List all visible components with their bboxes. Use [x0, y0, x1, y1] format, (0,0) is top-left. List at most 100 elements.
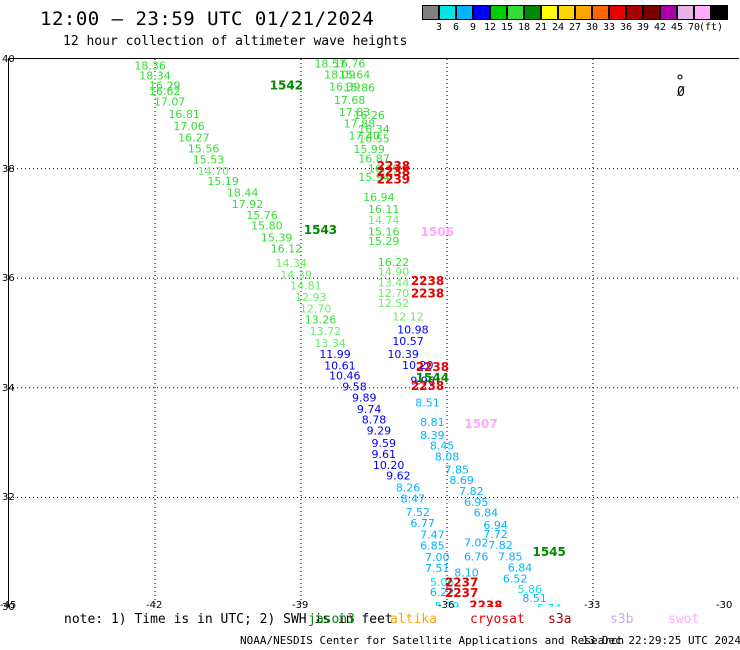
pass-time-label: 2238 — [411, 287, 444, 301]
wave-height-value: 16.81 — [168, 108, 200, 121]
legend-label: 33 — [602, 22, 616, 33]
pass-time-label: 1506 — [421, 225, 454, 239]
legend-swatch — [575, 5, 592, 20]
legend-label: 39 — [636, 22, 650, 33]
legend-swatch — [609, 5, 626, 20]
wave-height-value: 6.22 — [430, 586, 455, 599]
legend-swatch — [422, 5, 439, 20]
wave-height-value: 15.76 — [246, 209, 278, 222]
wave-height-value: 6.84 — [474, 507, 499, 520]
legend-label: 24 — [551, 22, 565, 33]
wave-height-value: 6.52 — [503, 573, 528, 586]
wave-height-value: 7.85 — [498, 551, 523, 564]
wave-height-value: 14.70 — [198, 165, 230, 178]
satellite-s3b: s3b — [610, 612, 634, 627]
pass-time-label: 1542 — [270, 78, 303, 92]
wave-height-value: 10.39 — [387, 348, 419, 361]
wave-height-value: 10.98 — [397, 324, 429, 337]
credit-line: NOAA/NESDIS Center for Satellite Applica… — [240, 634, 625, 647]
pass-time-label: 2238 — [469, 604, 502, 607]
pass-time-label: 2237 — [445, 586, 478, 600]
wave-height-value: 15.56 — [188, 142, 220, 155]
wave-height-value: 16.27 — [178, 131, 210, 144]
wave-height-value: 7.72 — [483, 528, 508, 541]
latitude-tick: 30 — [2, 602, 15, 613]
wave-height-value: 16.55 — [358, 132, 390, 145]
wave-height-value: 6.77 — [410, 517, 435, 530]
wave-height-value: 8.51 — [522, 592, 547, 605]
wave-height-value: 13.44 — [378, 277, 410, 290]
legend-swatch — [711, 5, 728, 20]
legend-label: 12 — [483, 22, 497, 33]
wave-height-map: 18.3618.3416.2916.6217.0716.8117.0616.27… — [8, 58, 739, 607]
wave-height-value: 18.09 — [324, 68, 356, 81]
legend-label: 42 — [653, 22, 667, 33]
legend-label: 21 — [534, 22, 548, 33]
wave-height-value: 8.39 — [420, 429, 445, 442]
legend-label: 70 — [687, 22, 701, 33]
latitude-tick: 40 — [2, 54, 15, 65]
legend-swatch — [541, 5, 558, 20]
wave-height-value: 12.70 — [378, 287, 410, 300]
legend-label: 30 — [585, 22, 599, 33]
wave-height-value: 7.51 — [425, 562, 450, 575]
wave-height-value: 16.12 — [271, 243, 303, 256]
wave-height-value: 8.47 — [401, 492, 426, 505]
legend-swatch — [592, 5, 609, 20]
wave-height-value: 13.72 — [310, 325, 342, 338]
wave-height-value: 10.61 — [324, 359, 356, 372]
wave-height-value: 8.81 — [420, 416, 445, 429]
wave-height-value: 9.96 — [410, 375, 435, 388]
wave-height-value: 16.39 — [329, 80, 361, 93]
wave-height-value: 17.40 — [349, 130, 381, 143]
wave-height-value: 17.92 — [232, 198, 264, 211]
wave-height-value: 6.85 — [420, 540, 445, 553]
legend-swatch — [439, 5, 456, 20]
legend-swatch — [660, 5, 677, 20]
wave-height-value: 7.82 — [459, 485, 484, 498]
wave-height-value: 15.94 — [358, 171, 390, 184]
wave-height-value: 13.26 — [305, 313, 337, 326]
wave-height-value: 6.84 — [508, 562, 533, 575]
wave-height-value: 8.51 — [415, 397, 440, 410]
wave-height-value: 16.62 — [149, 85, 181, 98]
wave-height-value: 10.20 — [373, 459, 405, 472]
longitude-tick: -39 — [292, 600, 309, 611]
wave-height-value: 9.62 — [386, 469, 411, 482]
pass-time-label: 2238 — [411, 274, 444, 288]
wave-height-value: 5.86 — [517, 583, 542, 596]
wave-height-value: 8.26 — [396, 482, 421, 495]
wave-height-value: 15.53 — [193, 153, 225, 166]
wave-height-value: 6.94 — [483, 519, 508, 532]
map-title: 12:00 – 23:59 UTC 01/21/2024 — [40, 8, 375, 30]
legend-label: 18 — [517, 22, 531, 33]
wave-height-value: 8.69 — [449, 474, 474, 487]
wave-height-value: 9.29 — [367, 425, 392, 438]
wave-height-value: 14.90 — [378, 266, 410, 279]
legend-swatch — [524, 5, 541, 20]
legend-label: (ft) — [698, 22, 724, 33]
generated-timestamp: 13 Dec 22:29:25 UTC 2024 — [582, 634, 740, 647]
wave-height-value: 12.52 — [378, 297, 410, 310]
wave-height-value: 16.76 — [334, 58, 366, 70]
wave-height-value: 14.81 — [290, 279, 322, 292]
pass-time-label: 2238 — [377, 164, 410, 178]
pass-time-label: 2237 — [445, 575, 478, 589]
map-subtitle: 12 hour collection of altimeter wave hei… — [63, 34, 408, 49]
wave-height-value: 10.46 — [329, 370, 361, 383]
wave-height-value: 16.87 — [358, 153, 390, 166]
legend-label: 45 — [670, 22, 684, 33]
wave-height-value: 15.29 — [368, 235, 400, 248]
wave-height-value: 15.99 — [353, 143, 385, 156]
wave-height-value: 17.06 — [173, 120, 205, 133]
wave-height-value: 9.58 — [342, 381, 367, 394]
satellite-s3a: s3a — [548, 612, 572, 627]
wave-height-value: 7.47 — [420, 529, 445, 542]
satellite-jason3: jason3 — [308, 612, 355, 627]
wave-height-value: 15.64 — [339, 68, 371, 81]
wave-height-value: 15.80 — [251, 220, 283, 233]
wave-height-value: 11.99 — [319, 348, 351, 361]
wave-height-value: 7.82 — [488, 539, 513, 552]
legend-swatch — [473, 5, 490, 20]
satellite-altika: altika — [390, 612, 437, 627]
